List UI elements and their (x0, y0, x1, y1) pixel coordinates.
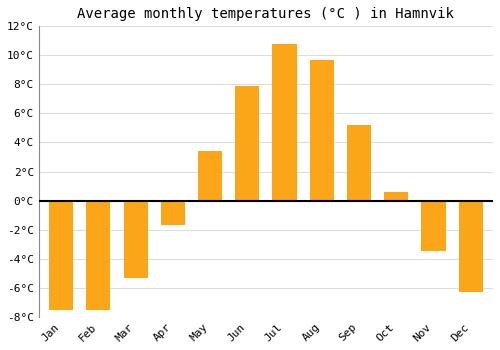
Bar (49, 201, 73, 309)
Bar (86, 201, 110, 309)
Bar (124, 201, 148, 278)
Bar (198, 151, 222, 201)
Bar (347, 125, 371, 201)
Bar (160, 201, 185, 225)
Bar (310, 60, 334, 201)
Bar (272, 44, 296, 201)
Bar (384, 192, 408, 201)
Bar (422, 201, 446, 251)
Title: Average monthly temperatures (°C ) in Hamnvik: Average monthly temperatures (°C ) in Ha… (78, 7, 454, 21)
Bar (235, 86, 260, 201)
Bar (458, 201, 483, 292)
